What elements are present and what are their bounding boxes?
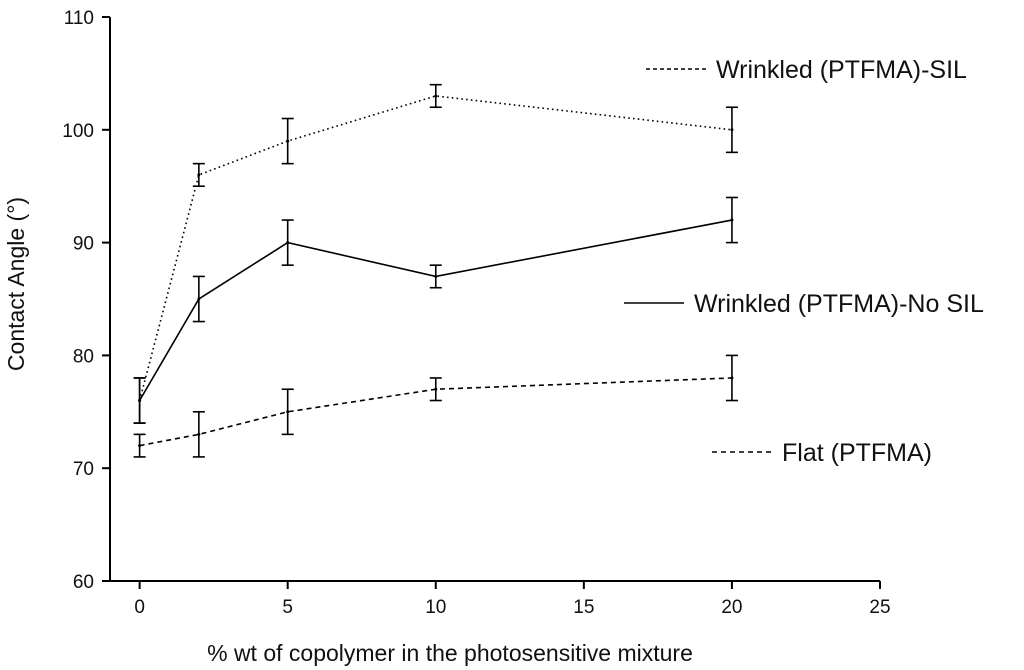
data-point	[197, 173, 201, 177]
y-tick-label: 90	[73, 234, 94, 255]
y-tick-label: 110	[64, 8, 94, 29]
data-point	[197, 432, 201, 436]
x-tick-label: 5	[282, 597, 293, 618]
legend-label: Wrinkled (PTFMA)-No SIL	[694, 290, 984, 318]
legend-label: Flat (PTFMA)	[782, 439, 932, 467]
y-tick-label: 100	[62, 121, 94, 142]
x-axis-title: % wt of copolymer in the photosensitive …	[207, 640, 693, 666]
series-line-wrinkled-ptfma-sil	[138, 95, 733, 401]
series-layer	[133, 83, 738, 458]
series-wrinkled-ptfma-no-sil	[133, 196, 738, 424]
data-point	[434, 94, 438, 98]
x-tick-label: 20	[721, 597, 742, 618]
data-point	[434, 274, 438, 278]
data-point	[286, 410, 290, 414]
legend-entry-wrinkled-ptfma-sil: Wrinkled (PTFMA)-SIL	[646, 56, 967, 84]
legend-entry-flat-ptfma: Flat (PTFMA)	[712, 439, 932, 467]
data-point	[286, 241, 290, 245]
legend-label: Wrinkled (PTFMA)-SIL	[716, 56, 967, 84]
data-point	[286, 139, 290, 143]
data-point	[730, 376, 734, 380]
y-tick-label: 70	[73, 459, 94, 480]
y-axis-title: Contact Angle (°)	[3, 197, 29, 371]
legend: Wrinkled (PTFMA)-SIL Wrinkled (PTFMA)-No …	[624, 56, 984, 467]
data-point	[197, 297, 201, 301]
series-wrinkled-ptfma-sil	[133, 83, 738, 424]
data-point	[138, 444, 142, 448]
series-line-flat-ptfma	[139, 377, 732, 447]
data-point	[138, 399, 142, 403]
data-point	[434, 387, 438, 391]
axes: 0 5 10 15 20 25 60 70 80 90 100 110	[62, 8, 890, 618]
x-tick-label: 15	[573, 597, 594, 618]
x-tick-label: 10	[425, 597, 446, 618]
x-tick-label: 25	[869, 597, 890, 618]
series-flat-ptfma	[133, 354, 738, 458]
legend-entry-wrinkled-ptfma-no-sil: Wrinkled (PTFMA)-No SIL	[624, 290, 984, 318]
data-point	[730, 128, 734, 132]
y-tick-label: 60	[73, 572, 94, 593]
series-line-wrinkled-ptfma-no-sil	[138, 219, 733, 401]
y-tick-label: 80	[73, 346, 94, 367]
x-tick-label: 0	[134, 597, 145, 618]
data-point	[730, 218, 734, 222]
